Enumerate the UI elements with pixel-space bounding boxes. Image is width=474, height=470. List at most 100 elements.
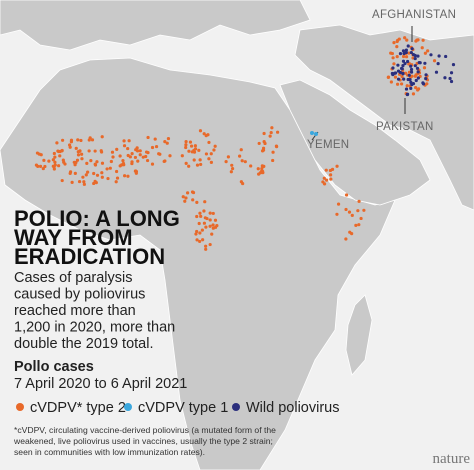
case-dot (78, 149, 82, 153)
case-dot (95, 160, 99, 164)
case-dot (56, 149, 60, 153)
case-dot (199, 162, 203, 167)
case-dot (271, 150, 275, 154)
case-dot (158, 152, 162, 156)
case-dot (257, 172, 261, 176)
case-dot (109, 159, 113, 164)
case-dot (138, 153, 142, 157)
case-dot (261, 171, 265, 175)
case-dot (88, 136, 92, 140)
case-dot (409, 67, 414, 72)
case-dot (401, 49, 406, 53)
case-dot (359, 216, 363, 221)
case-dot (403, 61, 407, 66)
case-dot (348, 230, 352, 234)
case-dot (448, 76, 452, 81)
case-dot (115, 176, 120, 180)
case-dot (336, 202, 341, 206)
case-dot (52, 167, 56, 171)
case-dot (93, 162, 97, 166)
case-dot (90, 138, 95, 142)
case-dots (34, 36, 456, 251)
case-dot (421, 82, 426, 86)
case-dot (198, 239, 202, 244)
case-dot (144, 150, 149, 154)
case-dot (204, 225, 208, 229)
case-dot (411, 81, 416, 86)
case-dot (85, 161, 89, 165)
case-dot (69, 138, 74, 142)
case-dot (410, 74, 414, 78)
case-dot (181, 195, 185, 199)
case-dot (224, 159, 228, 164)
title-line: ERADICATION (14, 244, 165, 269)
case-dot (197, 148, 201, 152)
case-dot (42, 158, 46, 162)
subtitle-line: double the 2019 total. (14, 336, 153, 352)
case-dot (321, 180, 325, 184)
case-dot (413, 53, 417, 58)
case-dot (322, 176, 326, 180)
case-dot (405, 38, 409, 42)
case-dot (154, 144, 159, 149)
case-dot (270, 126, 274, 130)
case-dot (204, 247, 208, 251)
case-dot (202, 221, 207, 225)
case-dot (126, 153, 130, 158)
case-dot (134, 169, 138, 173)
case-dot (398, 52, 403, 56)
case-dot (449, 79, 454, 84)
case-dot (400, 74, 404, 79)
case-dot (186, 191, 190, 195)
case-dot (92, 171, 96, 176)
case-dot (202, 209, 206, 213)
case-dot (269, 130, 273, 135)
case-dot (406, 59, 410, 64)
case-dot (61, 138, 65, 142)
case-dot (325, 178, 329, 182)
case-dot (408, 78, 412, 82)
case-dot (100, 135, 104, 139)
case-dot (188, 140, 193, 144)
case-dot (193, 144, 197, 148)
case-dot (60, 149, 64, 153)
case-dot (194, 232, 198, 236)
case-dot (126, 146, 130, 151)
case-dot (184, 145, 188, 150)
case-dot (396, 63, 400, 67)
case-dot (417, 87, 421, 91)
case-dot (111, 155, 115, 159)
case-dot (204, 152, 209, 156)
case-dot (89, 159, 93, 163)
case-dot (401, 64, 405, 68)
case-dot (426, 49, 430, 53)
case-dot (191, 198, 195, 202)
case-dot (416, 54, 420, 58)
case-dot (260, 166, 264, 171)
footnote-line: weakened, live poliovirus used in vaccin… (13, 436, 273, 446)
case-dot (38, 164, 43, 168)
case-dot (144, 154, 148, 159)
case-dot (213, 144, 217, 148)
case-dot (208, 242, 212, 247)
case-dot (195, 214, 199, 219)
case-dot (414, 86, 418, 90)
case-dot (423, 61, 427, 65)
title-line: POLIO: A LONG (14, 206, 180, 231)
case-dot (168, 154, 172, 158)
case-dot (138, 149, 142, 153)
case-dot (411, 92, 416, 96)
case-dot (413, 64, 417, 68)
case-dot (390, 51, 394, 56)
case-dot (57, 164, 61, 168)
case-dot (150, 162, 155, 166)
case-dot (195, 238, 199, 242)
case-dot (80, 152, 84, 156)
subtitle-line: Cases of paralysis (14, 270, 132, 286)
case-dot (153, 137, 157, 141)
case-dot (201, 238, 205, 242)
footnote-line: seen in communities with low immunizatio… (14, 447, 205, 457)
case-dot (58, 154, 62, 158)
case-dot (391, 56, 395, 60)
